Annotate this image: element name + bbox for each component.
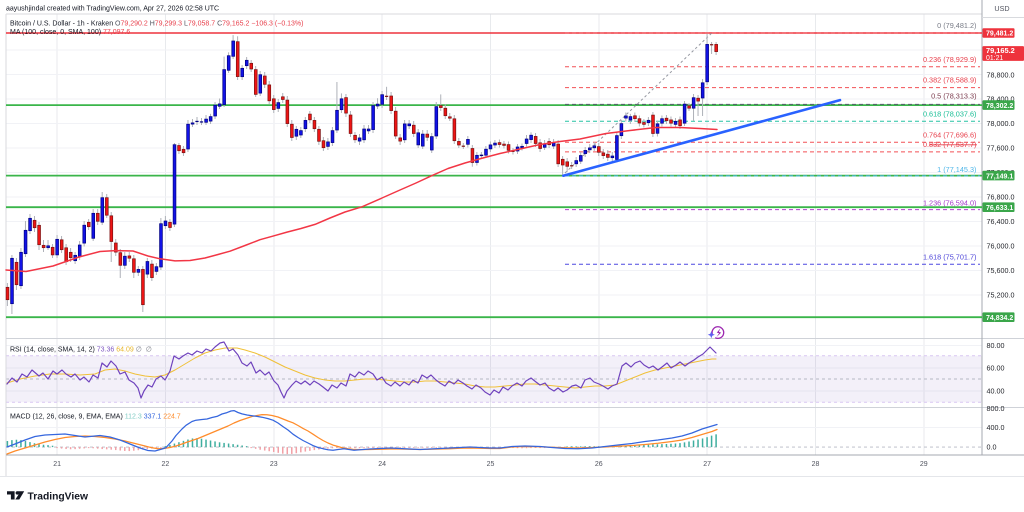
svg-text:0.0: 0.0 [987, 443, 997, 452]
svg-text:74,834.2: 74,834.2 [986, 315, 1013, 322]
svg-text:26: 26 [595, 461, 603, 468]
svg-text:76,400.0: 76,400.0 [987, 217, 1015, 226]
svg-text:Bitcoin / U.S. Dollar - 1h - K: Bitcoin / U.S. Dollar - 1h - Kraken O79,… [10, 20, 304, 27]
svg-text:79,165.2: 79,165.2 [986, 46, 1015, 55]
svg-text:25: 25 [487, 461, 495, 468]
svg-text:USD: USD [994, 4, 1009, 13]
svg-text:TradingView: TradingView [28, 491, 89, 502]
svg-text:60.00: 60.00 [987, 364, 1005, 373]
svg-text:400.0: 400.0 [987, 423, 1005, 432]
svg-text:76,800.0: 76,800.0 [987, 193, 1015, 202]
svg-text:78,800.0: 78,800.0 [987, 70, 1015, 79]
svg-text:1.236 (76,594.0): 1.236 (76,594.0) [923, 198, 977, 207]
svg-text:0.236 (78,929.9): 0.236 (78,929.9) [923, 55, 977, 64]
svg-text:0.382 (78,588.9): 0.382 (78,588.9) [923, 76, 977, 85]
svg-text:78,000.0: 78,000.0 [987, 119, 1015, 128]
svg-text:78,400.0: 78,400.0 [987, 95, 1015, 104]
svg-text:1.618 (75,701.7): 1.618 (75,701.7) [923, 253, 977, 262]
svg-text:27: 27 [703, 461, 711, 468]
svg-text:28: 28 [812, 461, 820, 468]
svg-text:76,633.1: 76,633.1 [986, 205, 1013, 212]
svg-text:78,302.2: 78,302.2 [986, 103, 1013, 110]
svg-text:0.5 (78,313.3): 0.5 (78,313.3) [931, 91, 976, 100]
svg-text:22: 22 [162, 461, 170, 468]
svg-text:800.0: 800.0 [987, 404, 1005, 413]
svg-text:23: 23 [270, 461, 278, 468]
svg-text:80.00: 80.00 [987, 341, 1005, 350]
svg-text:77,600.0: 77,600.0 [987, 144, 1015, 153]
svg-text:24: 24 [378, 461, 386, 468]
svg-text:76,000.0: 76,000.0 [987, 242, 1015, 251]
svg-text:75,600.0: 75,600.0 [987, 266, 1015, 275]
svg-text:77,149.1: 77,149.1 [986, 173, 1013, 180]
svg-text:0 (79,481.2): 0 (79,481.2) [937, 21, 976, 30]
svg-text:aayushjindal created with Trad: aayushjindal created with TradingView.co… [6, 6, 219, 13]
svg-text:29: 29 [920, 461, 928, 468]
svg-text:75,200.0: 75,200.0 [987, 290, 1015, 299]
svg-text:MA (100, close, 0, SMA, 100) 7: MA (100, close, 0, SMA, 100) 77,097.6 [10, 29, 130, 36]
svg-text:0.618 (78,037.6): 0.618 (78,037.6) [923, 109, 977, 118]
svg-text:40.00: 40.00 [987, 387, 1005, 396]
svg-text:1 (77,145.3): 1 (77,145.3) [937, 165, 976, 174]
svg-text:RSI (14, close, SMA, 14, 2) 73: RSI (14, close, SMA, 14, 2) 73.36 64.09 … [10, 346, 152, 353]
svg-text:79,481.2: 79,481.2 [986, 31, 1013, 38]
svg-text:0.764 (77,696.6): 0.764 (77,696.6) [923, 131, 977, 140]
svg-text:21: 21 [53, 461, 61, 468]
svg-text:MACD (12, 26, close, 9, EMA, E: MACD (12, 26, close, 9, EMA, EMA) 112.3 … [10, 413, 181, 420]
svg-text:01:21: 01:21 [986, 55, 1003, 62]
